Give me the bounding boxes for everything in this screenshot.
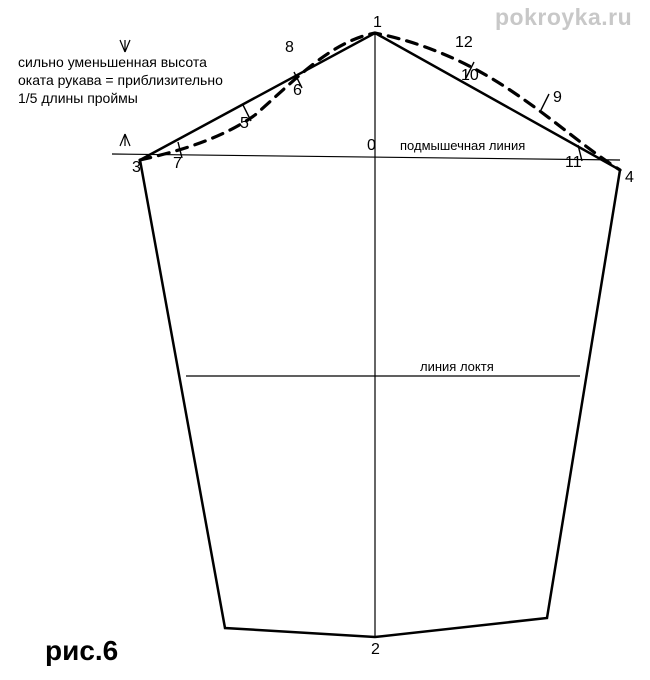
point-label-12: 12 [455, 34, 473, 51]
point-label-9: 9 [553, 89, 562, 106]
underarm-line-label: подмышечная линия [400, 138, 525, 153]
elbow-line-label: линия локтя [420, 359, 494, 374]
point-label-0: 0 [367, 137, 376, 154]
watermark-text: pokroyka.ru [495, 4, 632, 30]
point-label-2: 2 [371, 641, 380, 658]
pattern-diagram: pokroyka.ru сильно уменьшенная высота ок… [0, 0, 650, 680]
figure-caption: рис.6 [45, 635, 118, 666]
point-label-11: 11 [565, 154, 582, 171]
point-label-6: 6 [293, 82, 302, 99]
point-label-8: 8 [285, 39, 294, 56]
point-label-4: 4 [625, 169, 634, 186]
point-label-5: 5 [240, 115, 249, 132]
point-label-10: 10 [461, 67, 479, 84]
note-line-3: 1/5 длины проймы [18, 90, 138, 106]
point-label-3: 3 [132, 159, 141, 176]
point-label-1: 1 [373, 14, 382, 31]
note-line-2: оката рукава = приблизительно [18, 72, 223, 88]
sleeve-pattern: 1234056789101112 [112, 14, 634, 658]
note-line-1: сильно уменьшенная высота [18, 54, 207, 70]
point-label-7: 7 [173, 155, 182, 172]
